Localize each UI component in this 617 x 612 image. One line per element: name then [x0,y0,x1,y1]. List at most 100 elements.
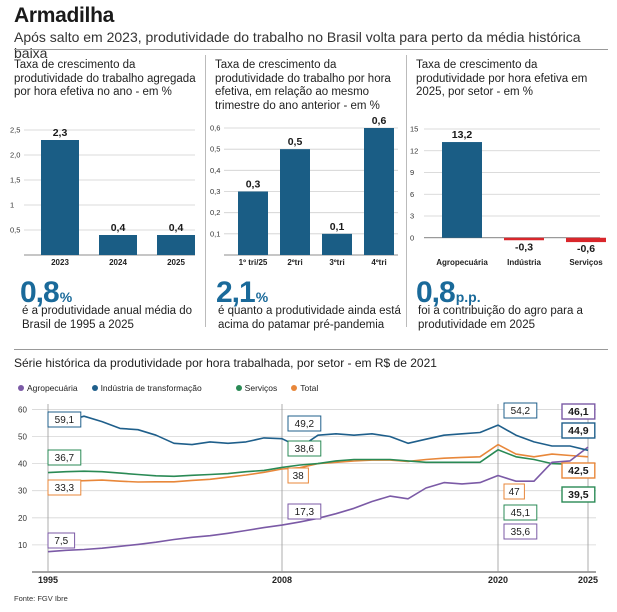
y-tick-label: 9 [410,168,414,177]
bar-chart-quarterly: 0,1 0,2 0,3 0,4 0,5 0,6 0,3 1º tri/25 0,5 2ºtri 0,… [210,115,398,267]
annotation-label: 38,6 [295,444,315,455]
x-category-label: 2025 [167,258,185,267]
page-subtitle: Após salto em 2023, produtividade do tra… [14,29,581,61]
legend-dot [18,385,24,391]
annotation-label: 46,1 [568,406,589,418]
annotation-label: 39,5 [568,489,589,501]
y-tick-label: 0,3 [210,187,220,196]
bar-value-label: 13,2 [452,129,473,141]
legend-item-industria: Indústria de transformação [91,383,202,393]
series-line [47,411,589,452]
annotation-box [561,422,596,439]
annotation-box [561,462,596,479]
bar [99,235,137,255]
panel2-description: é quanto a produtividade ainda está acim… [218,305,401,331]
annotation-box [287,440,322,457]
bar-value-label: 0,4 [169,222,184,234]
annotation-box [287,467,309,484]
x-category-label: 2024 [109,258,127,267]
panel-divider [406,55,407,327]
panel3-description: foi a contribuição do agro para a produt… [418,305,583,331]
x-category-label: Agropecuária [436,258,488,267]
y-tick-label: 1,5 [10,176,20,185]
bar [280,149,310,255]
x-category-label: 4ºtri [371,258,386,267]
line-chart-title: Série histórica da produtividade por hor… [14,356,437,370]
bar [442,142,482,238]
bar [364,128,394,255]
y-tick-label: 10 [18,541,27,550]
annotation-label: 47 [509,487,521,498]
panel2-big-value: 2,1% [216,276,269,309]
x-category-label: 2ºtri [287,258,302,267]
x-tick-label: 2020 [488,575,508,585]
annotation-box [47,411,82,428]
y-tick-label: 2,5 [10,126,20,135]
y-tick-label: 0,1 [210,229,220,238]
bar [322,233,352,255]
y-tick-label: 0,2 [210,208,220,217]
series-line [47,449,589,478]
x-category-label: 2023 [51,258,69,267]
annotation-label: 49,2 [295,419,315,430]
annotation-box [47,449,82,466]
bar-value-label: 0,1 [330,221,345,233]
annotation-box [503,523,538,540]
annotation-label: 59,1 [55,415,75,426]
panel1-title: Taxa de crescimento da produtividade do … [14,59,196,98]
bar-chart-sectors: 0 3 6 9 12 15 13,2 Agropecuária -0,3 Indústria -0,… [410,125,606,267]
legend-dot [91,385,98,391]
y-tick-label: 0,4 [210,166,220,175]
annotation-box [561,403,596,420]
panel2-title: Taxa de crescimento da produtividade do … [215,59,391,112]
annotation-box [287,415,322,432]
header-rule [14,49,608,50]
panel3-big-value: 0,8p.p. [416,276,481,309]
legend-dot [291,385,298,391]
y-tick-label: 60 [18,405,27,414]
x-tick-label: 1995 [38,575,58,585]
y-tick-label: 6 [410,190,414,199]
legend-item-total: Total [291,383,318,393]
y-tick-label: 15 [410,125,418,134]
annotation-label: 42,5 [568,465,589,477]
legend-item-agro: Agropecuária [18,383,78,393]
annotation-label: 36,7 [55,453,75,464]
y-tick-label: 0,5 [210,145,220,154]
annotation-box [503,504,538,521]
y-tick-label: 50 [18,433,27,442]
y-tick-label: 30 [18,487,27,496]
annotation-box [287,503,322,520]
page-title: Armadilha [14,4,114,27]
bar [238,191,268,255]
bar-value-label: 0,4 [111,222,126,234]
annotation-label: 45,1 [511,508,531,519]
panel1-big-value: 0,8% [20,276,73,309]
annotation-label: 38 [293,471,305,482]
bar [41,140,79,255]
legend-item-servicos: Serviços [235,383,277,393]
annotation-label: 33,3 [55,483,75,494]
panel-divider [205,55,206,327]
annotation-label: 17,3 [295,507,315,518]
y-tick-label: 12 [410,146,418,155]
bar-value-label: 2,3 [53,127,68,139]
annotation-label: 54,2 [511,406,531,417]
annotation-box [561,486,596,503]
annotation-box [503,483,525,500]
bar [566,237,606,243]
line-chart: 10 20 30 40 50 60 1995 2008 2020 2025 59,1 36,7 33,3… [18,402,598,585]
bar-value-label: -0,6 [577,243,595,255]
annotation-box [503,402,538,419]
x-tick-label: 2025 [578,575,598,585]
bar-value-label: 0,5 [288,136,303,148]
y-tick-label: 20 [18,514,27,523]
panel3-title: Taxa de crescimento da produtividade por… [416,59,588,98]
legend-dot [235,385,242,391]
x-category-label: 3ºtri [329,258,344,267]
x-category-label: 1º tri/25 [239,258,268,267]
y-tick-label: 0 [410,233,414,242]
bar-chart-annual: 0,5 1 1,5 2,0 2,5 2,3 2023 0,4 2024 0,4 2025 [10,126,195,267]
annotation-label: 7,5 [54,536,68,547]
bar [157,235,195,255]
